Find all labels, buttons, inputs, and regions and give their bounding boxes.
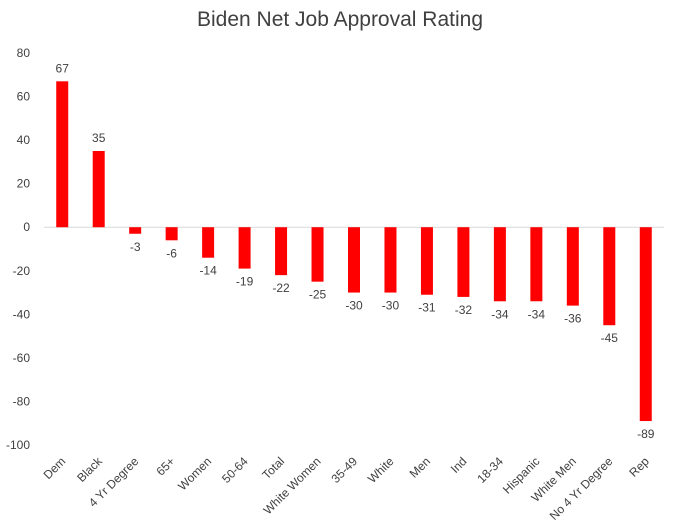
category-label: Women (175, 454, 214, 493)
category-label: Black (74, 454, 105, 485)
y-tick-label: -40 (13, 307, 31, 321)
bar (457, 227, 470, 297)
category-label: 18-34 (474, 454, 506, 486)
data-label: -19 (236, 275, 254, 289)
bar (202, 227, 215, 258)
bar (566, 227, 579, 306)
data-label: -36 (564, 312, 582, 326)
data-label: -25 (309, 288, 327, 302)
bar (639, 227, 652, 422)
data-label: -45 (601, 331, 619, 345)
bar (165, 227, 178, 241)
bar (92, 151, 105, 228)
category-label: Ind (448, 454, 470, 476)
chart-title: Biden Net Job Approval Rating (196, 8, 483, 31)
bar (530, 227, 543, 302)
y-tick-label: 0 (23, 220, 30, 234)
category-label: Rep (626, 454, 652, 480)
category-label: Dem (41, 454, 69, 482)
y-tick-label: 40 (17, 133, 31, 147)
y-tick-label: -60 (13, 351, 31, 365)
bar (275, 227, 288, 276)
category-label: Total (259, 454, 287, 482)
bar (384, 227, 397, 293)
category-label: No 4 Yr Degree (547, 454, 616, 523)
data-label: -14 (199, 264, 217, 278)
data-label: -30 (345, 299, 363, 313)
category-label: Men (407, 454, 433, 480)
category-label: White (365, 454, 397, 486)
bar (420, 227, 433, 295)
data-label: -34 (491, 307, 509, 321)
y-tick-label: -20 (13, 264, 31, 278)
bar (56, 81, 69, 228)
y-tick-label: 20 (17, 177, 31, 191)
y-tick-label: -100 (6, 438, 30, 452)
data-label: 35 (92, 131, 106, 145)
category-label: 65+ (153, 454, 177, 478)
data-label: -32 (455, 303, 473, 317)
y-tick-label: 60 (17, 90, 31, 104)
bar (603, 227, 616, 326)
y-tick-label: 80 (17, 46, 31, 60)
bar (493, 227, 506, 302)
y-tick-label: -80 (13, 394, 31, 408)
data-label: 67 (56, 61, 70, 75)
bar (348, 227, 360, 293)
bar (311, 227, 324, 282)
bar (129, 227, 142, 234)
bar (238, 227, 251, 269)
data-label: -34 (528, 307, 546, 321)
data-label: -22 (272, 281, 290, 295)
data-label: -89 (637, 427, 655, 441)
data-label: -3 (130, 240, 141, 254)
data-label: -6 (166, 246, 177, 260)
category-label: 35-49 (329, 454, 361, 486)
data-label: -30 (382, 299, 400, 313)
category-label: 50-64 (219, 454, 251, 486)
data-label: -31 (418, 301, 436, 315)
